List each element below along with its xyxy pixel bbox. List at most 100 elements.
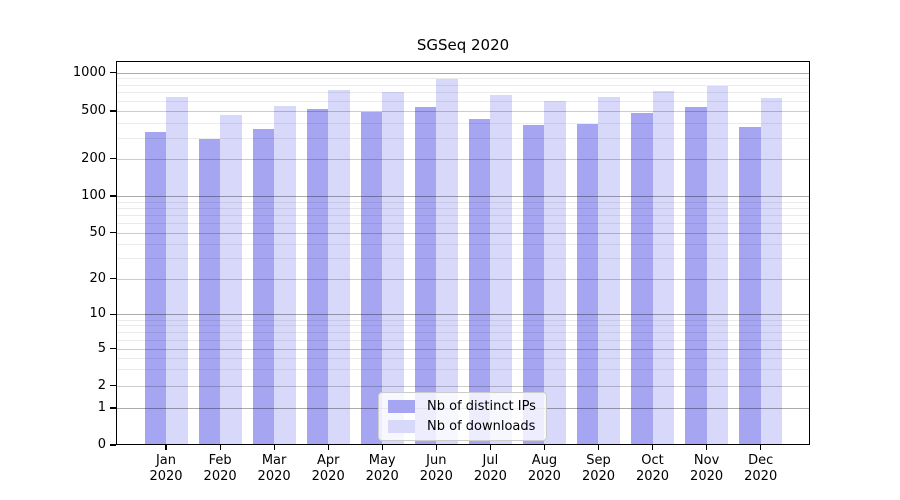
x-tick-mark bbox=[273, 445, 275, 450]
y-tick-mark bbox=[110, 278, 116, 280]
bar-distinct-ips bbox=[685, 107, 707, 445]
x-tick-mark bbox=[706, 445, 708, 450]
y-tick-label: 500 bbox=[81, 103, 106, 118]
x-tick-mark bbox=[435, 445, 437, 450]
x-tick-label: Feb 2020 bbox=[185, 453, 255, 485]
x-tick-label: Nov 2020 bbox=[672, 453, 742, 485]
major-gridline bbox=[116, 72, 810, 74]
month-year: 2020 bbox=[527, 469, 561, 484]
y-tick-label: 50 bbox=[89, 224, 106, 240]
y-tick-mark bbox=[110, 232, 116, 234]
month-year: 2020 bbox=[311, 469, 345, 484]
month-name: Dec bbox=[748, 453, 774, 468]
legend-swatch-downloads bbox=[388, 420, 415, 433]
x-tick-mark bbox=[327, 445, 329, 450]
month-year: 2020 bbox=[149, 469, 183, 484]
bar-downloads bbox=[436, 79, 458, 445]
month-year: 2020 bbox=[473, 469, 507, 484]
bar-distinct-ips bbox=[739, 126, 761, 445]
x-tick-label: Jul 2020 bbox=[455, 453, 525, 485]
month-year: 2020 bbox=[203, 469, 237, 484]
month-year: 2020 bbox=[744, 469, 778, 484]
y-tick-mark bbox=[110, 348, 116, 350]
minor-gridline bbox=[116, 78, 810, 80]
bar-downloads bbox=[652, 90, 675, 445]
bar-downloads bbox=[544, 101, 566, 445]
y-tick-label: 2 bbox=[97, 377, 106, 393]
bar-downloads bbox=[706, 85, 729, 445]
y-tick-label: 10 bbox=[89, 306, 106, 322]
month-name: Jan bbox=[155, 453, 177, 468]
month-name: Sep bbox=[586, 453, 611, 468]
x-tick-label: Aug 2020 bbox=[509, 453, 579, 485]
bar-distinct-ips bbox=[468, 118, 491, 445]
x-tick-mark bbox=[489, 445, 491, 450]
bar-downloads bbox=[760, 98, 783, 445]
month-name: Mar bbox=[261, 453, 287, 468]
x-tick-mark bbox=[219, 445, 221, 450]
y-tick-mark bbox=[110, 72, 116, 74]
bar-distinct-ips bbox=[306, 108, 329, 445]
x-tick-label: Sep 2020 bbox=[564, 453, 634, 485]
y-tick-mark bbox=[110, 110, 116, 112]
y-tick-mark bbox=[110, 195, 116, 197]
x-tick-mark bbox=[543, 445, 545, 450]
x-tick-mark bbox=[651, 445, 654, 450]
y-tick-mark bbox=[110, 313, 116, 315]
y-tick-label: 1000 bbox=[72, 64, 106, 80]
bar-distinct-ips bbox=[360, 111, 383, 445]
y-tick-mark bbox=[110, 407, 116, 409]
month-name: Feb bbox=[208, 453, 232, 468]
bar-downloads bbox=[220, 115, 242, 445]
month-year: 2020 bbox=[257, 469, 291, 484]
x-tick-mark bbox=[381, 445, 383, 450]
x-tick-label: May 2020 bbox=[347, 453, 417, 485]
bar-downloads bbox=[490, 94, 512, 445]
x-tick-label: Jun 2020 bbox=[401, 453, 471, 485]
month-name: Jun bbox=[426, 453, 447, 468]
bar-distinct-ips bbox=[144, 131, 166, 445]
x-tick-mark bbox=[760, 445, 762, 450]
month-name: Apr bbox=[316, 453, 340, 468]
bar-distinct-ips bbox=[252, 128, 275, 445]
bar-distinct-ips bbox=[522, 125, 545, 445]
legend-row: Nb of downloads bbox=[388, 419, 537, 434]
plot-area bbox=[116, 61, 810, 445]
bar-distinct-ips bbox=[414, 107, 437, 445]
legend-label: Nb of distinct IPs bbox=[427, 399, 536, 414]
month-name: Aug bbox=[531, 453, 558, 468]
x-tick-label: Oct 2020 bbox=[618, 453, 688, 485]
chart-title: SGSeq 2020 bbox=[416, 36, 510, 54]
y-tick-label: 0 bbox=[97, 437, 106, 452]
legend: Nb of distinct IPs Nb of downloads bbox=[378, 392, 547, 441]
bar-distinct-ips bbox=[576, 123, 599, 445]
x-tick-label: Mar 2020 bbox=[239, 453, 309, 485]
x-tick-label: Jan 2020 bbox=[131, 453, 201, 485]
x-tick-label: Apr 2020 bbox=[293, 453, 363, 485]
month-year: 2020 bbox=[365, 469, 399, 484]
bar-distinct-ips bbox=[198, 139, 221, 445]
month-year: 2020 bbox=[635, 469, 670, 484]
legend-label: Nb of downloads bbox=[427, 419, 536, 434]
y-tick-mark bbox=[110, 385, 116, 387]
bar-downloads bbox=[382, 92, 404, 445]
month-year: 2020 bbox=[581, 469, 616, 484]
x-tick-mark bbox=[165, 445, 167, 450]
y-tick-mark bbox=[110, 444, 116, 446]
x-tick-mark bbox=[597, 445, 600, 450]
legend-row: Nb of distinct IPs bbox=[388, 399, 537, 414]
bar-distinct-ips bbox=[631, 112, 653, 445]
x-tick-label: Dec 2020 bbox=[726, 453, 796, 485]
legend-swatch-distinct-ips bbox=[388, 400, 415, 413]
bar-downloads bbox=[598, 96, 620, 445]
y-tick-mark bbox=[110, 158, 116, 160]
y-tick-label: 100 bbox=[81, 188, 106, 203]
bar-downloads bbox=[328, 90, 350, 445]
month-year: 2020 bbox=[419, 469, 453, 484]
y-tick-label: 5 bbox=[97, 340, 106, 356]
month-year: 2020 bbox=[690, 469, 724, 484]
month-name: Oct bbox=[641, 453, 664, 468]
y-tick-label: 20 bbox=[89, 270, 106, 286]
bar-downloads bbox=[166, 96, 188, 445]
